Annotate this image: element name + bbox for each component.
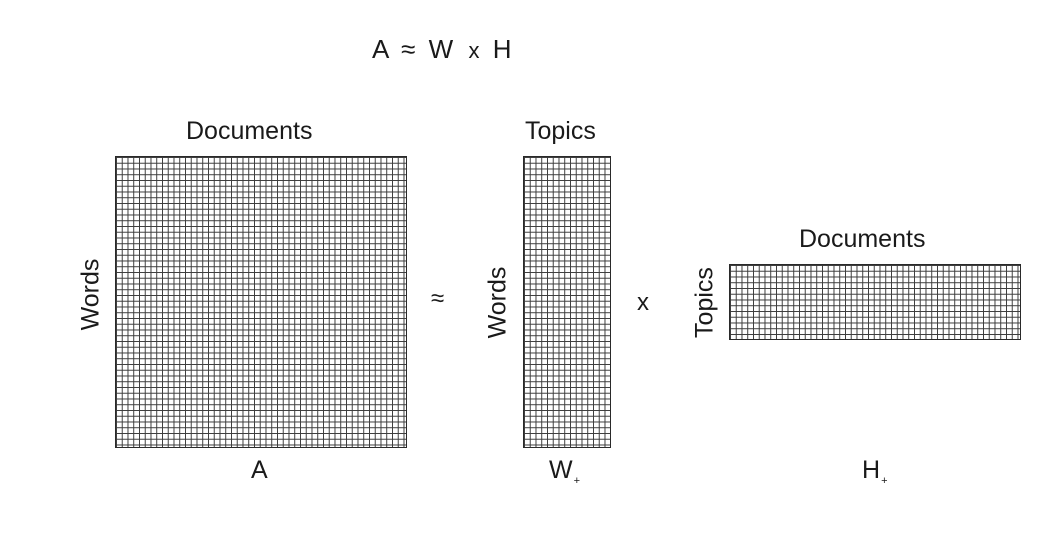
matrix-a-bottom-label: A xyxy=(251,456,268,484)
equation-h: H xyxy=(492,34,512,64)
matrix-h-bottom-label: H+ xyxy=(862,456,888,487)
matrix-h-grid xyxy=(729,264,1021,340)
matrix-w-side-label: Words xyxy=(483,266,512,339)
matrix-h-bottom-letter: H xyxy=(862,456,881,484)
equation-times: x xyxy=(468,38,480,63)
matrix-h-bottom-subscript: + xyxy=(881,475,888,487)
matrix-a-grid xyxy=(115,156,407,448)
matrix-w-grid xyxy=(523,156,611,448)
matrix-h-top-label: Documents xyxy=(799,225,926,253)
matrix-w-bottom-letter: W xyxy=(549,456,573,484)
matrix-w-bottom-subscript: + xyxy=(573,475,581,487)
matrix-w-top-label: Topics xyxy=(525,117,596,145)
approx-symbol: ≈ xyxy=(431,285,445,312)
equation-approx: ≈ xyxy=(401,34,416,64)
matrix-a-side-label: Words xyxy=(76,258,105,331)
matrix-h-side-label: Topics xyxy=(690,267,719,338)
matrix-w-bottom-label: W+ xyxy=(549,456,580,487)
equation-a: A xyxy=(372,34,388,64)
times-symbol: x xyxy=(637,289,649,316)
matrix-a-top-label: Documents xyxy=(186,117,313,145)
equation-w: W xyxy=(428,34,454,64)
equation-title: A ≈ W x H xyxy=(372,36,511,62)
